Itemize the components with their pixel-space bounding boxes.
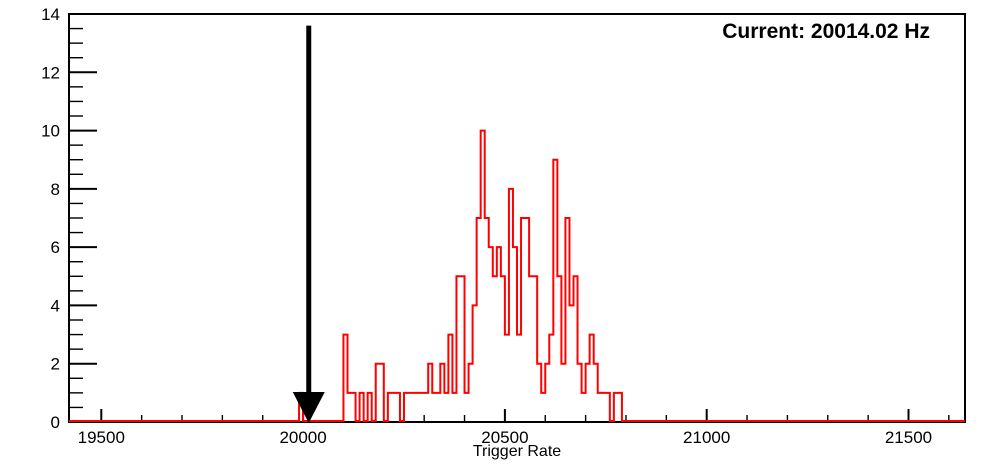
x-tick-label: 19500 — [78, 428, 125, 447]
trigger-rate-histogram — [69, 129, 965, 422]
current-rate-label: Current: 20014.02 Hz — [722, 20, 930, 43]
x-axis-title: Trigger Rate — [472, 443, 562, 460]
x-tick-label: 20500 — [481, 428, 528, 447]
y-tick-label: 8 — [51, 180, 60, 199]
y-tick-label: 0 — [51, 413, 60, 432]
x-tick-label: 21500 — [885, 428, 932, 447]
current-rate-arrow-head — [292, 392, 325, 423]
x-tick-label: 20000 — [279, 428, 326, 447]
y-tick-label: 10 — [41, 122, 60, 141]
y-tick-label: 14 — [41, 5, 60, 24]
y-tick-label: 12 — [41, 63, 60, 82]
y-tick-label: 4 — [51, 296, 60, 315]
plot-frame — [68, 13, 966, 423]
y-tick-label: 2 — [51, 355, 60, 374]
y-tick-label: 6 — [51, 238, 60, 257]
x-tick-label: 21000 — [683, 428, 730, 447]
